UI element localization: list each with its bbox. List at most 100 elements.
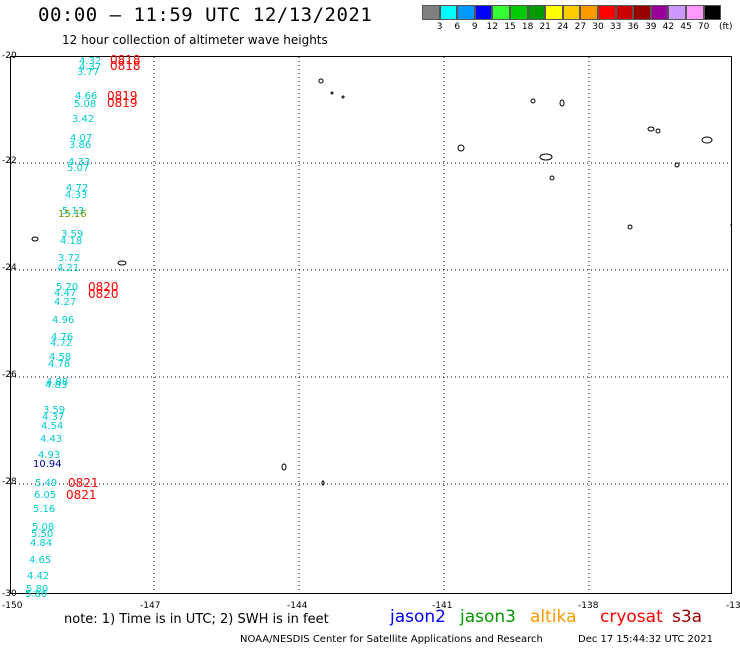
colorbar-tick-label: 36 [627,22,639,32]
pass-time-label: 0819 [107,96,138,110]
wave-height-label: 4.18 [60,236,83,247]
wave-height-label: 4.72 [66,183,89,194]
wave-height-label: 4.84 [30,538,53,549]
grid-lines [11,57,731,593]
colorbar-swatch [650,5,669,20]
pass-time-label: 0818 [110,59,141,73]
longitude-tick-label: -13 [726,601,740,611]
wave-height-label: 4.37 [79,62,102,73]
wave-height-label: 5.16 [33,504,56,515]
wave-height-label: 4.66 [75,91,98,102]
colorbar-tick-label: 30 [592,22,604,32]
wave-height-label: 4.76 [51,332,74,343]
island-outline [457,144,465,152]
island-outline [318,78,324,84]
wave-height-label: 10.94 [33,459,62,470]
colorbar-swatch [703,5,722,20]
colorbar-swatch [545,5,563,20]
latitude-tick-label: -26 [2,370,17,380]
island-outline [647,126,655,132]
credit-line: NOAA/NESDIS Center for Satellite Applica… [240,634,543,645]
wave-height-label: 4.93 [38,450,61,461]
island-outline [655,128,661,134]
wave-height-label: 3.72 [58,253,81,264]
colorbar-tick-label: 12 [486,22,499,32]
colorbar-swatch [598,5,616,20]
wave-height-label: 4.33 [65,190,88,201]
colorbar-swatch [510,5,528,20]
latitude-tick-label: -20 [2,51,17,61]
wave-height-label: 5.08 [74,99,97,110]
map-title: 00:00 — 11:59 UTC 12/13/2021 [38,4,373,26]
wave-height-label: 4.42 [27,571,50,582]
latitude-tick-label: -28 [2,477,17,487]
wave-height-label: 4.32 [79,56,102,67]
wave-height-label: 4.33 [68,157,91,168]
colorbar-swatch [492,5,510,20]
colorbar-tick-label: 18 [521,22,534,32]
latitude-tick-label: -24 [2,263,17,273]
island-outline [701,136,713,144]
colorbar-swatch [580,5,598,20]
pass-time-label: 0819 [107,89,138,103]
longitude-tick-label: -141 [432,601,453,611]
pass-time-label: 0818 [110,53,141,67]
island-outline [627,224,633,230]
wave-height-label: 4.96 [52,315,75,326]
colorbar-tick-label: 45 [680,22,692,32]
colorbar-swatch [562,5,581,20]
wave-height-label: 5.80 [26,584,49,595]
latitude-tick-label: -22 [2,156,17,166]
map-canvas [11,57,731,593]
wave-height-label: 6.05 [34,490,57,501]
island-outline [530,98,536,104]
wave-height-label: 3.42 [72,114,95,125]
island-outlines [31,78,731,486]
generated-timestamp: Dec 17 15:44:32 UTC 2021 [578,634,713,645]
colorbar-tick-label: 42 [662,22,675,32]
colorbar-tick-label: 24 [557,22,569,32]
colorbar-tick-label: 15 [504,22,516,32]
longitude-tick-label: -138 [578,601,599,611]
pass-time-label: 0820 [88,280,119,294]
colorbar-unit: (ft) [719,22,733,32]
wave-height-label: 15.16 [58,209,87,220]
wave-height-label: 4.37 [42,412,65,423]
colorbar-tick-label: 27 [574,22,587,32]
wave-height-label: 3.59 [43,405,66,416]
island-outline [31,236,39,242]
wave-height-label: 4.72 [50,338,73,349]
wave-height-label: 5.07 [67,163,90,174]
pass-time-label: 0821 [68,476,99,490]
colorbar-tick-label: 21 [539,22,551,32]
satellite-legend-s3a: s3a [672,607,703,627]
colorbar-tick-label: 3 [436,22,443,32]
wave-height-label: 5.08 [32,522,55,533]
wave-height-label: 4.83 [45,380,68,391]
colorbar-swatch [422,5,440,20]
wave-height-label: 3.86 [69,140,92,151]
island-outline [281,463,287,471]
colorbar-swatch [527,5,546,20]
colorbar-tick-label: 6 [454,22,461,32]
wave-height-label: 5.86 [25,589,48,600]
colorbar-swatch [686,5,704,20]
wave-height-label: 4.21 [57,263,80,274]
colorbar-tick-label: 9 [471,22,478,32]
footer-note: note: 1) Time is in UTC; 2) SWH is in fe… [64,612,329,627]
island-outline [549,175,555,181]
colorbar-swatch [474,5,493,20]
longitude-tick-label: -144 [287,601,308,611]
island-outline [117,260,127,266]
colorbar-swatch [668,5,686,20]
wave-height-label: 4.47 [54,288,77,299]
wave-height-label: 4.07 [70,133,93,144]
colorbar-swatch [439,5,458,20]
map-frame [10,56,732,594]
wave-height-label: 5.20 [56,282,79,293]
island-outline [559,99,565,107]
wave-height-label: 4.54 [41,421,64,432]
pass-time-label: 0820 [88,287,119,301]
island-outline [539,153,553,161]
longitude-tick-label: -147 [140,601,161,611]
